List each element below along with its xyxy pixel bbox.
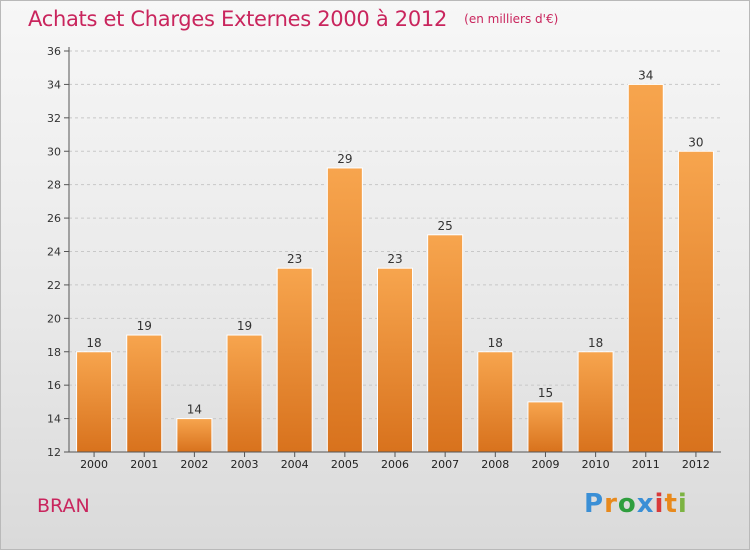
chart-unit: (en milliers d'€) <box>464 12 559 26</box>
bar-2002 <box>176 418 213 453</box>
bar-value-label: 18 <box>86 336 101 350</box>
x-tick-label: 2010 <box>582 458 610 471</box>
logo-letter: P <box>584 489 605 519</box>
y-tick-label: 26 <box>47 212 61 225</box>
y-tick-label: 28 <box>47 179 61 192</box>
x-tick-label: 2007 <box>431 458 459 471</box>
bar-value-label: 15 <box>538 386 553 400</box>
x-tick-label: 2009 <box>531 458 559 471</box>
label-layer: 18 2000 19 2001 14 2002 19 2003 23 2004 29 2005 23 20… <box>80 68 710 471</box>
y-tick-label: 16 <box>47 379 61 392</box>
y-tick-label: 34 <box>47 78 61 91</box>
bar-value-label: 18 <box>588 336 603 350</box>
bar-value-label: 14 <box>187 403 202 417</box>
bar-value-label: 34 <box>638 68 653 82</box>
y-tick-label: 22 <box>47 279 61 292</box>
logo-letter: i <box>654 489 665 519</box>
y-tick-label: 24 <box>47 246 61 259</box>
bar-value-label: 18 <box>488 336 503 350</box>
bar-value-label: 19 <box>237 319 252 333</box>
x-tick-label: 2004 <box>281 458 309 471</box>
bar-2008 <box>477 351 514 453</box>
axis-layer: 12 14 16 18 20 22 24 26 28 30 32 34 36 <box>47 45 721 459</box>
x-tick-label: 2006 <box>381 458 409 471</box>
bar-2003 <box>226 334 263 453</box>
y-tick-label: 36 <box>47 45 61 58</box>
x-tick-label: 2001 <box>130 458 158 471</box>
logo-letter: o <box>617 489 637 519</box>
logo-letter: t <box>664 489 678 519</box>
bar-2000 <box>76 351 113 453</box>
x-tick-label: 2011 <box>632 458 660 471</box>
x-tick-label: 2002 <box>180 458 208 471</box>
y-tick-label: 30 <box>47 145 61 158</box>
bar-value-label: 29 <box>337 152 352 166</box>
logo-letter: r <box>604 489 618 519</box>
logo-letter: x <box>636 489 655 519</box>
bar-2012 <box>677 150 714 453</box>
chart-title: Achats et Charges Externes 2000 à 2012 <box>28 7 448 31</box>
x-tick-label: 2000 <box>80 458 108 471</box>
bar-2005 <box>326 167 363 453</box>
bar-layer <box>76 83 714 453</box>
bar-2010 <box>577 351 614 453</box>
bar-value-label: 19 <box>137 319 152 333</box>
x-tick-label: 2012 <box>682 458 710 471</box>
x-tick-label: 2005 <box>331 458 359 471</box>
commune-name: BRAN <box>37 495 90 517</box>
bar-2011 <box>627 83 664 453</box>
proxiti-logo[interactable]: Proxiti <box>584 489 688 519</box>
y-tick-label: 32 <box>47 112 61 125</box>
bar-2006 <box>377 267 413 453</box>
y-tick-label: 20 <box>47 312 61 325</box>
bar-value-label: 30 <box>688 135 703 149</box>
bar-2009 <box>527 401 564 453</box>
y-tick-label: 14 <box>47 413 61 426</box>
y-tick-label: 12 <box>47 446 61 459</box>
x-tick-label: 2003 <box>231 458 259 471</box>
bar-2007 <box>427 234 464 453</box>
title-row: Achats et Charges Externes 2000 à 2012 (… <box>28 7 558 31</box>
bar-value-label: 25 <box>438 219 453 233</box>
bar-value-label: 23 <box>387 252 402 266</box>
bar-value-label: 23 <box>287 252 302 266</box>
bar-2004 <box>276 267 313 453</box>
logo-letter: i <box>677 489 688 519</box>
x-tick-label: 2008 <box>481 458 509 471</box>
bar-2001 <box>126 334 163 453</box>
y-tick-label: 18 <box>47 346 61 359</box>
